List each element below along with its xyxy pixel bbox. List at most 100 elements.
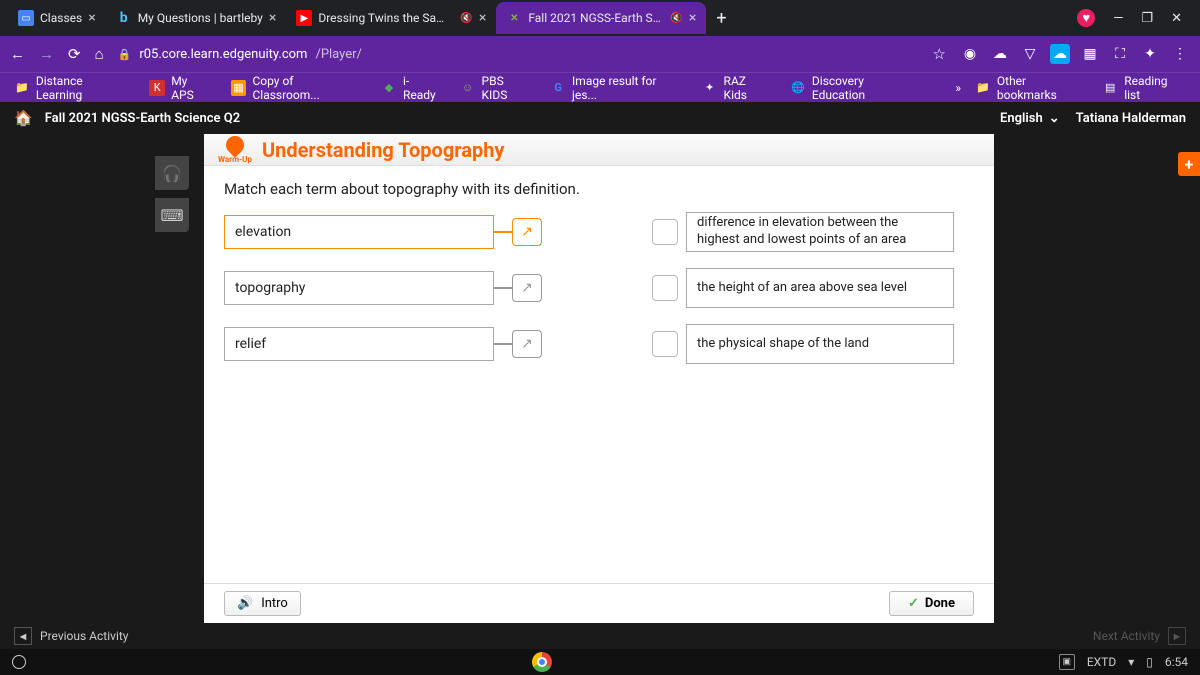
reading-list[interactable]: ▤Reading list [1102, 74, 1186, 102]
bookmark-classroom[interactable]: ▦Copy of Classroom... [231, 74, 363, 102]
prev-label: Previous Activity [40, 629, 128, 643]
drop-target[interactable] [652, 275, 678, 301]
arrow-right-icon: ► [1168, 627, 1186, 645]
language-selector[interactable]: English ⌄ [1000, 111, 1060, 126]
done-button[interactable]: ✓ Done [889, 591, 974, 616]
bookmark-label: RAZ Kids [724, 74, 772, 102]
bookmark-icon: ◆ [381, 80, 397, 96]
drop-target[interactable] [652, 331, 678, 357]
match-row: topography ↗ the height of an area above… [224, 268, 974, 308]
audio-icon[interactable]: 🔇 [460, 13, 472, 24]
overflow-icon[interactable]: » [955, 81, 961, 95]
star-icon[interactable]: ☆ [933, 45, 946, 63]
tab-title: Classes [40, 11, 82, 25]
chrome-icon[interactable] [532, 652, 552, 672]
close-icon[interactable]: × [269, 10, 276, 26]
bookmark-icon: K [149, 80, 165, 96]
term-box-relief[interactable]: relief [224, 327, 494, 361]
launcher-icon[interactable] [12, 655, 26, 669]
other-bookmarks[interactable]: 📁Other bookmarks [975, 74, 1088, 102]
forward-button[interactable]: → [39, 45, 54, 63]
calculator-tool[interactable]: ⌨ [155, 198, 189, 232]
ext-icon[interactable]: ☁ [990, 44, 1010, 64]
ext-icon[interactable]: ◉ [960, 44, 980, 64]
arrow-left-icon: ◄ [14, 627, 32, 645]
tab-bartleby[interactable]: b My Questions | bartleby × [106, 2, 287, 34]
back-button[interactable]: ← [10, 45, 25, 63]
audio-tool[interactable]: 🎧 [155, 156, 189, 190]
ext-icon[interactable]: ▦ [1080, 44, 1100, 64]
previous-activity-button[interactable]: ◄ Previous Activity [14, 627, 128, 645]
arrow-button[interactable]: ↗ [512, 330, 542, 358]
term-box-elevation[interactable]: elevation [224, 215, 494, 249]
folder-icon: 📁 [14, 80, 30, 96]
home-icon[interactable]: 🏠 [14, 109, 33, 127]
next-activity-button[interactable]: Next Activity ► [1093, 627, 1186, 645]
menu-icon[interactable]: ⋮ [1170, 44, 1190, 64]
lock-icon: 🔒 [118, 48, 132, 61]
close-icon[interactable]: × [88, 10, 95, 26]
battery-icon[interactable]: ▯ [1146, 655, 1153, 669]
bookmark-label: PBS KIDS [482, 74, 533, 102]
ext-display-label[interactable]: EXTD [1087, 655, 1116, 669]
ext-icon[interactable]: ⛶ [1110, 44, 1130, 64]
expand-tab[interactable]: + [1178, 152, 1200, 176]
arrow-button[interactable]: ↗ [512, 274, 542, 302]
bookmark-label: Distance Learning [36, 74, 131, 102]
restore-button[interactable]: ❐ [1141, 11, 1153, 26]
wifi-icon[interactable]: ▾ [1128, 655, 1134, 669]
drop-target[interactable] [652, 219, 678, 245]
instruction-text: Match each term about topography with it… [224, 180, 974, 198]
connector-line [494, 343, 512, 345]
activity-bar: ◄ Previous Activity Next Activity ► [0, 623, 1200, 649]
extensions-icon[interactable]: ✦ [1140, 44, 1160, 64]
definition-box[interactable]: the height of an area above sea level [686, 268, 954, 308]
ext-icon[interactable]: ▽ [1020, 44, 1040, 64]
ext-icon[interactable]: ☁ [1050, 44, 1070, 64]
bookmark-image[interactable]: GImage result for jes... [550, 74, 684, 102]
bookmark-label: Image result for jes... [572, 74, 684, 102]
section-badge: Warm-Up [218, 136, 252, 164]
lesson-panel: Warm-Up Understanding Topography Match e… [204, 134, 994, 623]
next-label: Next Activity [1093, 629, 1160, 643]
flame-icon [222, 132, 247, 157]
lesson-footer: 🔊 Intro ✓ Done [204, 583, 994, 623]
term-text: relief [235, 336, 266, 352]
bookmark-my-aps[interactable]: KMy APS [149, 74, 212, 102]
chevron-down-icon: ⌄ [1049, 111, 1060, 126]
term-box-topography[interactable]: topography [224, 271, 494, 305]
speaker-icon: 🔊 [237, 596, 253, 611]
clock[interactable]: 6:54 [1165, 655, 1188, 669]
omnibox[interactable]: 🔒 r05.core.learn.edgenuity.com/Player/ [118, 47, 919, 62]
close-window-button[interactable]: ✕ [1171, 11, 1182, 26]
audio-icon[interactable]: 🔇 [670, 13, 682, 24]
notification-badge[interactable]: ♥ [1077, 9, 1095, 27]
tab-classes[interactable]: ▭ Classes × [8, 2, 106, 34]
term-text: topography [235, 280, 305, 296]
bookmark-icon: 🌐 [790, 80, 806, 96]
close-icon[interactable]: × [689, 10, 696, 26]
arrow-button[interactable]: ↗ [512, 218, 542, 246]
pip-icon[interactable]: ▣ [1059, 654, 1075, 670]
intro-button[interactable]: 🔊 Intro [224, 591, 301, 616]
new-tab-button[interactable]: + [706, 8, 736, 29]
bookmark-distance-learning[interactable]: 📁 Distance Learning [14, 74, 131, 102]
tab-youtube[interactable]: ▶ Dressing Twins the Same | O 🔇 × [286, 2, 496, 34]
home-button[interactable]: ⌂ [95, 45, 104, 63]
definition-box[interactable]: difference in elevation between the high… [686, 212, 954, 252]
close-icon[interactable]: × [479, 10, 486, 26]
bookmark-pbs[interactable]: ☺PBS KIDS [460, 74, 533, 102]
tab-edgenuity[interactable]: ✕ Fall 2021 NGSS-Earth Scienc 🔇 × [496, 2, 706, 34]
minimize-button[interactable]: — [1113, 11, 1123, 26]
tab-title: Fall 2021 NGSS-Earth Scienc [528, 11, 664, 25]
bookmark-discovery[interactable]: 🌐Discovery Education [790, 74, 919, 102]
favicon-youtube: ▶ [296, 10, 312, 26]
user-name[interactable]: Tatiana Halderman [1076, 111, 1186, 126]
intro-label: Intro [261, 596, 288, 611]
bookmark-raz[interactable]: ✦RAZ Kids [702, 74, 772, 102]
connector-line [494, 231, 512, 233]
definition-box[interactable]: the physical shape of the land [686, 324, 954, 364]
favicon-classes: ▭ [18, 10, 34, 26]
reload-button[interactable]: ⟳ [68, 45, 81, 63]
bookmark-iready[interactable]: ◆i-Ready [381, 74, 442, 102]
